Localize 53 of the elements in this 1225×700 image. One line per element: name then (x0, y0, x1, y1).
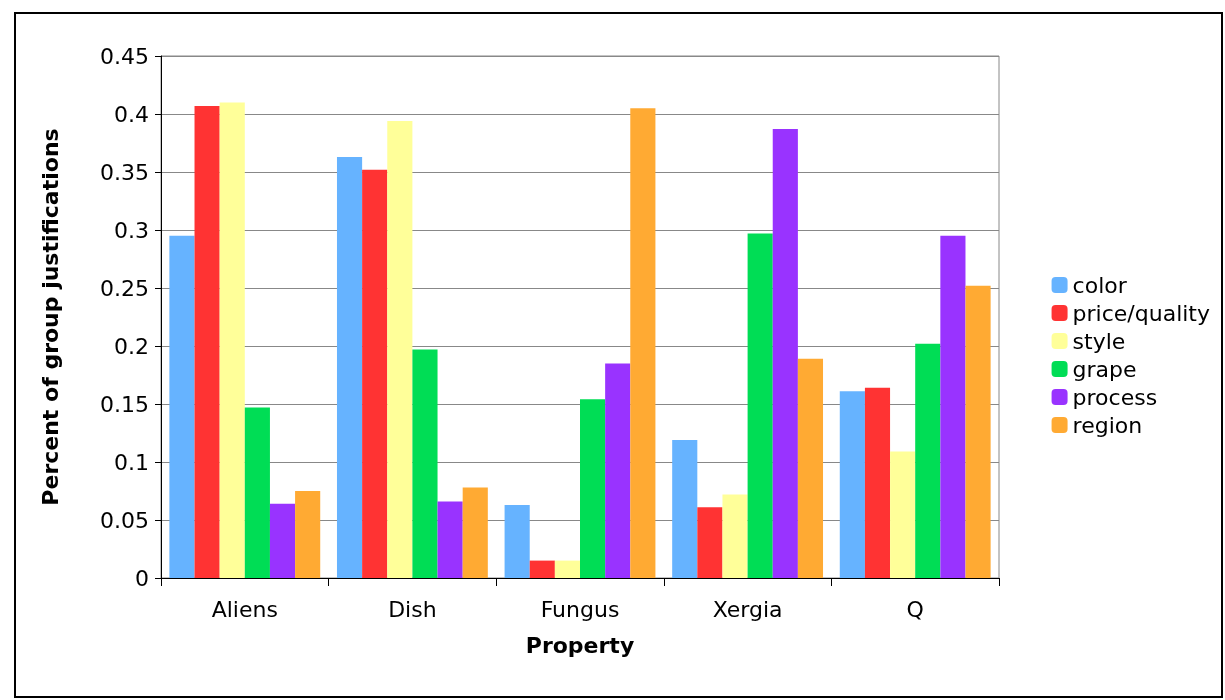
bar (529, 560, 555, 578)
legend-label: region (1072, 412, 1143, 438)
x-tick-label: Dish (388, 596, 437, 622)
bar (219, 102, 245, 578)
bar (965, 285, 991, 578)
bar (580, 399, 606, 578)
x-tick-label: Q (906, 596, 924, 622)
bar (412, 349, 438, 578)
x-tick-label: Aliens (211, 596, 278, 622)
y-tick-label: 0.35 (100, 159, 149, 185)
y-tick-label: 0.25 (100, 275, 149, 301)
x-axis-title: Property (525, 632, 635, 658)
bar (554, 560, 580, 578)
y-tick-label: 0.1 (114, 449, 149, 475)
bar (839, 391, 865, 578)
y-tick-label: 0.3 (114, 217, 149, 243)
bar (362, 169, 388, 578)
bar (504, 504, 530, 578)
bar (462, 487, 488, 578)
bar (940, 235, 966, 578)
bar (244, 407, 270, 578)
y-tick-label: 0.45 (100, 43, 149, 69)
bar (605, 363, 631, 578)
legend-label: process (1072, 384, 1158, 410)
bar (890, 451, 916, 578)
bar (672, 439, 698, 578)
bar (797, 358, 824, 578)
y-tick-label: 0.05 (100, 507, 149, 533)
bar (194, 105, 220, 578)
bar (269, 503, 296, 578)
y-tick-label: 0.4 (114, 101, 149, 127)
legend-label: grape (1072, 356, 1137, 382)
bar (630, 108, 656, 578)
bar (387, 120, 413, 578)
bar (772, 129, 798, 578)
legend-label: color (1072, 272, 1128, 298)
legend-label: price/quality (1072, 300, 1211, 326)
y-tick-label: 0.15 (100, 391, 149, 417)
y-axis-title: Percent of group justifications (37, 128, 63, 506)
legend-label: style (1072, 328, 1126, 354)
x-tick-label: Fungus (540, 596, 620, 622)
bar (697, 507, 723, 578)
bar (336, 156, 363, 578)
bar (915, 343, 941, 578)
y-tick-label: 0 (135, 565, 149, 591)
bar (722, 494, 748, 578)
bar (437, 501, 463, 578)
y-tick-label: 0.2 (114, 333, 149, 359)
bar (864, 387, 891, 578)
x-tick-label: Xergia (712, 596, 783, 622)
bar (747, 233, 773, 578)
bar (295, 491, 321, 578)
bar (169, 235, 195, 578)
